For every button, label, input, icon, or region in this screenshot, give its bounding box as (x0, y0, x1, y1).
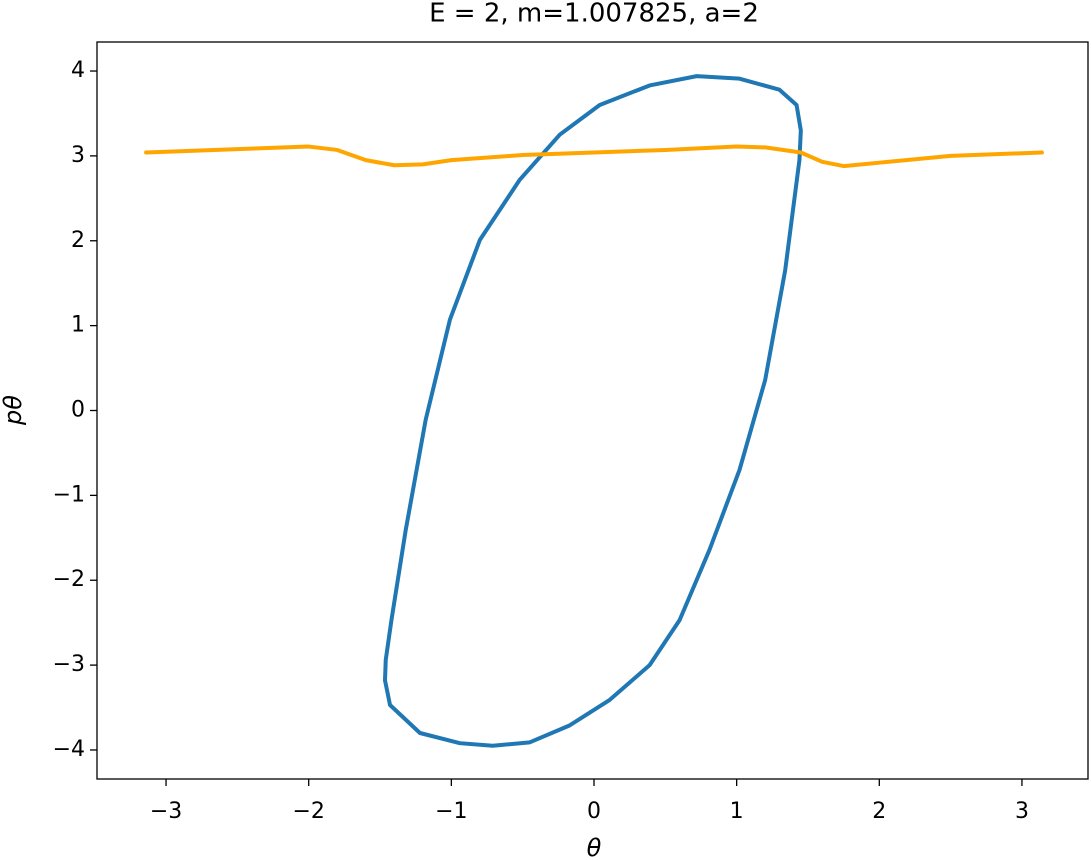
y-axis-label: pθ (0, 395, 27, 426)
x-tick-label: −2 (292, 799, 324, 824)
chart-title: E = 2, m=1.007825, a=2 (429, 0, 759, 29)
x-tick-label: −3 (150, 799, 182, 824)
y-tick-label: 3 (71, 143, 85, 168)
data-line (144, 144, 1044, 169)
y-tick-label: 1 (71, 313, 85, 338)
y-tick-label: −4 (53, 737, 85, 762)
x-axis-label: θ (587, 834, 602, 860)
x-tick-label: 1 (730, 799, 744, 824)
y-tick-label: 2 (71, 228, 85, 253)
x-tick-label: 2 (872, 799, 886, 824)
y-tick-label: −3 (53, 652, 85, 677)
y-tick-label: 0 (71, 398, 85, 423)
y-tick-label: 4 (71, 58, 85, 83)
x-tick-label: −1 (435, 799, 467, 824)
y-tick-label: −1 (53, 482, 85, 507)
x-tick-label: 0 (587, 799, 601, 824)
x-tick-label: 3 (1015, 799, 1029, 824)
data-line (383, 74, 803, 748)
plot-frame (96, 41, 1089, 780)
y-tick-label: −2 (53, 567, 85, 592)
